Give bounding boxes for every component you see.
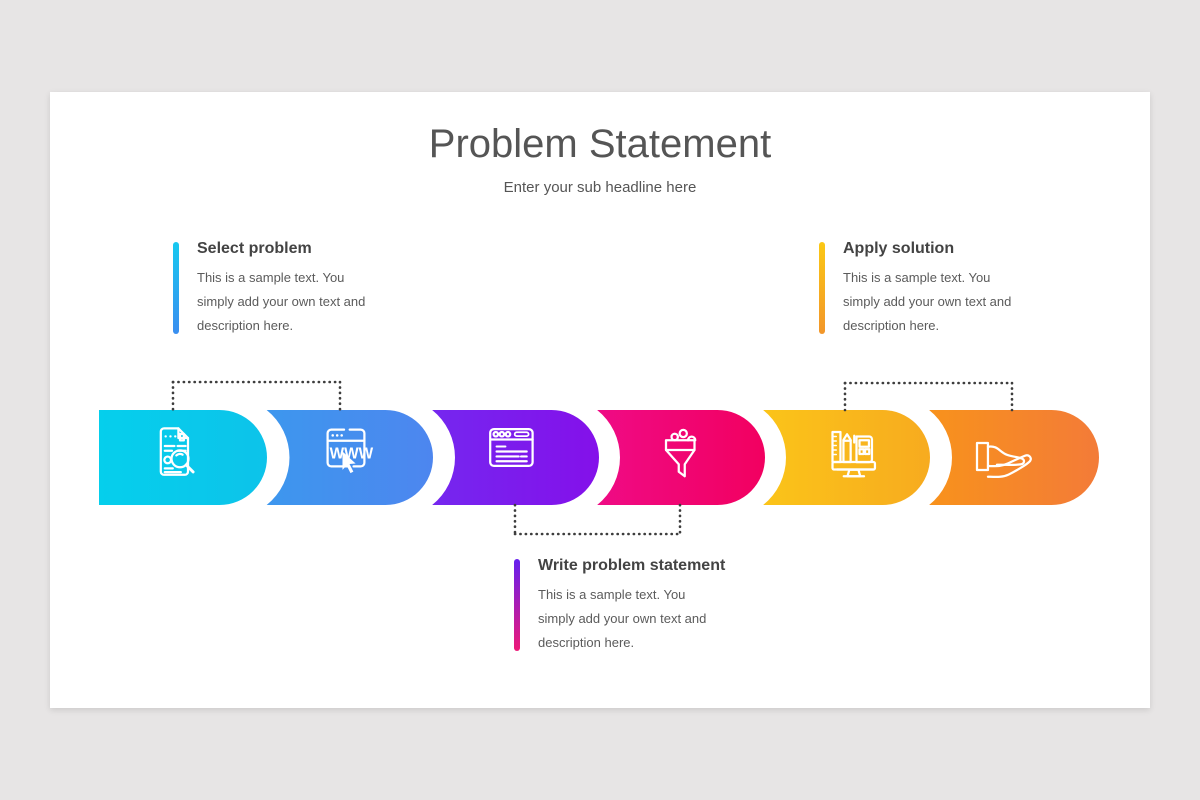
svg-text:WWW: WWW: [330, 445, 374, 462]
